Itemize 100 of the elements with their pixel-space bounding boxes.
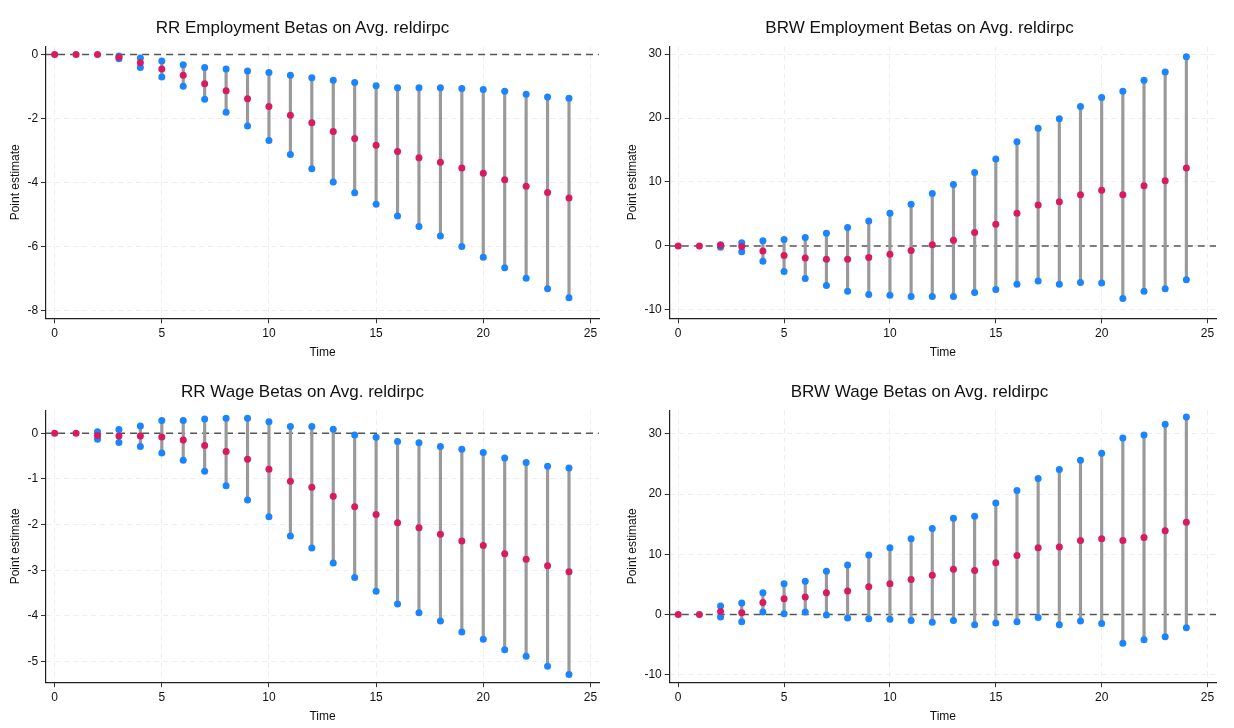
point [351,134,359,142]
point [565,194,573,202]
point [1161,420,1169,428]
point [801,593,809,601]
point [158,65,166,73]
point [801,608,809,616]
point [822,567,830,575]
point [479,635,487,643]
point [544,285,552,293]
point [136,422,144,430]
point [801,577,809,585]
y-tick-label: -4 [27,608,39,623]
point [1161,633,1169,641]
point [51,429,59,437]
point [1098,186,1106,194]
point [308,544,316,552]
point [565,568,573,576]
point [394,148,402,156]
x-axis-title: Time [929,709,957,724]
point [907,200,915,208]
point [51,50,59,58]
point [286,111,294,119]
x-tick-label: 20 [476,325,491,340]
point [695,610,703,618]
point [1055,198,1063,206]
point [179,82,187,90]
point [1013,280,1021,288]
point [759,247,767,255]
point [928,524,936,532]
point [1076,278,1084,286]
x-tick-label: 25 [583,689,598,704]
x-tick-label: 15 [989,689,1003,704]
point [415,524,423,532]
point [801,275,809,283]
point [136,59,144,67]
point [501,646,509,654]
point [244,67,252,75]
point [351,189,359,197]
point [244,455,252,463]
point [436,442,444,450]
point [544,462,552,470]
point [780,236,788,244]
point [886,615,894,623]
point [907,246,915,254]
point [479,86,487,94]
x-tick-label: 10 [262,689,276,704]
point [738,599,746,607]
point [329,425,337,433]
point [928,241,936,249]
y-tick-label: -1 [27,471,39,486]
point [286,477,294,485]
point [822,589,830,597]
point [179,436,187,444]
point [72,429,80,437]
point [928,292,936,300]
point [886,544,894,552]
point [1119,536,1127,544]
x-tick-label: 20 [1094,689,1109,704]
y-axis-title: Point estimate [7,143,22,221]
point [94,50,102,58]
point [1076,191,1084,199]
point [265,513,273,521]
point [971,229,979,236]
point [1055,543,1063,551]
point [372,433,380,441]
point [780,268,788,276]
point [1119,639,1127,647]
point [1119,294,1127,302]
point [201,80,209,88]
point [286,71,294,79]
point [308,165,316,173]
point [949,236,957,244]
point [308,483,316,491]
point [265,465,273,473]
point [329,178,337,186]
point [479,542,487,550]
point [458,164,466,172]
point [501,264,509,272]
point [158,416,166,424]
point [1055,280,1063,288]
point [674,610,682,618]
point [886,580,894,588]
point [394,437,402,445]
point [158,73,166,81]
point [201,442,209,450]
point [222,482,230,490]
point [801,234,809,242]
y-axis-title: Point estimate [7,507,22,585]
y-tick-label: 10 [648,174,663,189]
point [265,418,273,426]
chart-title: BRW Employment Betas on Avg. reldirpc [765,17,1075,37]
chart-title: BRW Wage Betas on Avg. reldirpc [790,381,1049,401]
point [179,71,187,79]
point [136,432,144,440]
point [695,242,703,250]
point [436,232,444,240]
x-tick-label: 0 [674,689,682,704]
x-tick-label: 10 [262,325,276,340]
point [1055,621,1063,629]
point [522,555,530,563]
